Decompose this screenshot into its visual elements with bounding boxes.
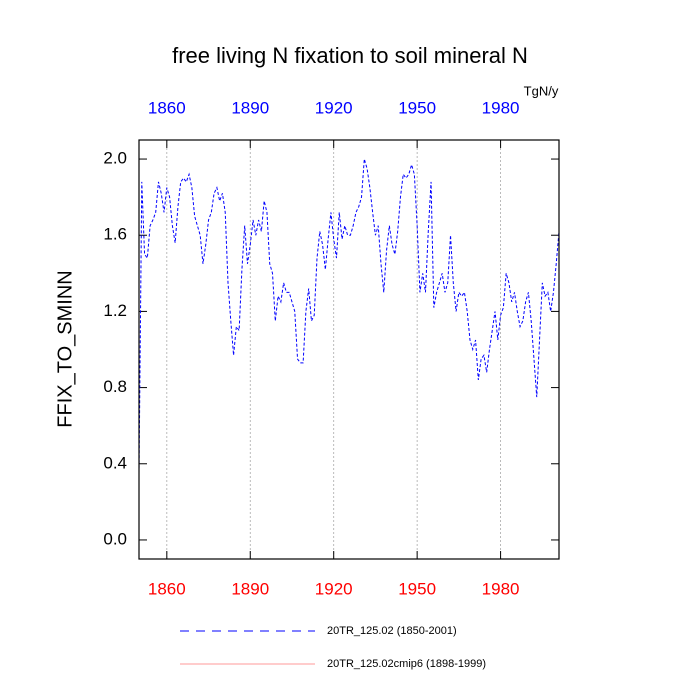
y-axis-label: FFIX_TO_SMINN [54,270,76,427]
x-top-tick-label: 1920 [315,98,353,117]
data-line [138,158,560,474]
units-label: TgN/y [524,83,559,98]
legend-label: 20TR_125.02 (1850-2001) [327,625,457,637]
y-tick-label: 2.0 [103,149,127,168]
x-tick-label: 1980 [482,579,520,598]
y-tick-label: 0.4 [103,453,127,472]
x-top-tick-label: 1950 [398,98,436,117]
x-tick-label: 1890 [231,579,269,598]
y-tick-label: 0.8 [103,377,127,396]
y-tick-label: 0.0 [103,529,127,548]
legend-label: 20TR_125.02cmip6 (1898-1999) [327,658,486,670]
x-tick-label: 1950 [398,579,436,598]
chart-title: free living N fixation to soil mineral N [172,43,528,68]
x-tick-label: 1920 [315,579,353,598]
x-top-tick-label: 1860 [148,98,186,117]
plot-frame [138,139,560,560]
y-tick-label: 1.6 [103,225,127,244]
x-top-tick-label: 1980 [482,98,520,117]
x-tick-label: 1860 [148,579,186,598]
x-top-tick-label: 1890 [231,98,269,117]
y-tick-label: 1.2 [103,301,127,320]
